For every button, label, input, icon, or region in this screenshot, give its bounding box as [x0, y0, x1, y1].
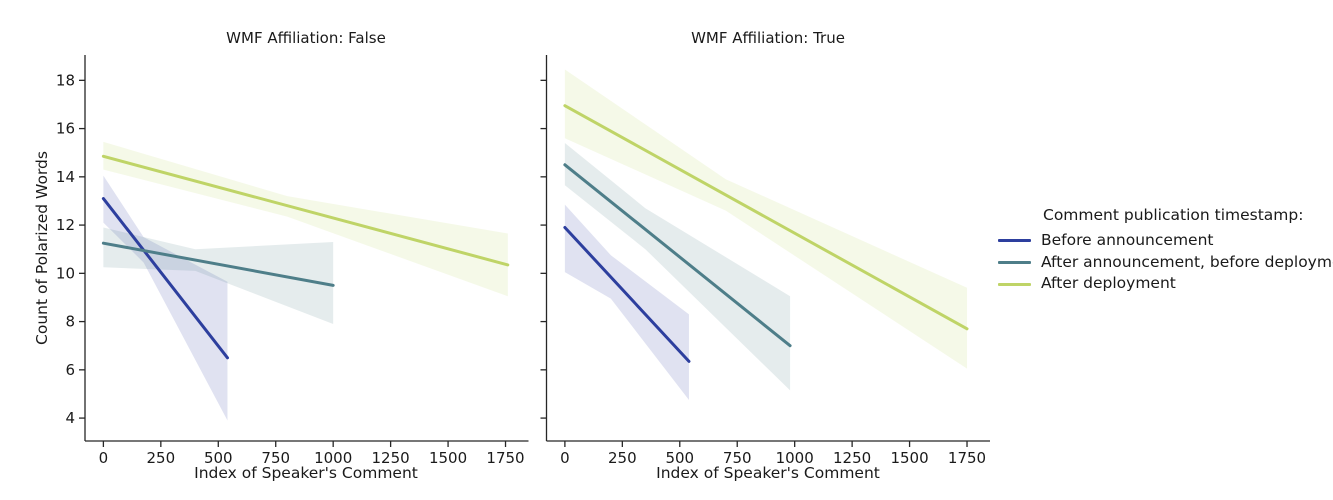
y-tick-label: 14 — [56, 168, 75, 186]
x-tick-label: 1750 — [948, 449, 986, 467]
x-tick-label: 1000 — [314, 449, 352, 467]
legend-swatch-teal-line — [998, 260, 1031, 264]
ci-band — [103, 141, 508, 297]
legend-entry-before-announcement: Before announcement — [998, 230, 1333, 252]
legend-label: After announcement, before deployment — [1041, 252, 1333, 271]
legend-swatch-blue-line — [998, 239, 1031, 243]
regression-line — [101, 154, 510, 267]
y-tick-label: 12 — [56, 216, 75, 234]
x-tick-label: 750 — [261, 449, 290, 467]
regression-line — [101, 197, 229, 360]
y-tick-label: 16 — [56, 120, 75, 138]
x-tick-label: 0 — [560, 449, 570, 467]
y-tick-label: 8 — [65, 313, 75, 331]
x-tick-label: 250 — [608, 449, 637, 467]
x-tick-label: 750 — [723, 449, 752, 467]
legend-entry-after-deployment: After deployment — [998, 273, 1333, 295]
y-tick-label: 18 — [56, 71, 75, 89]
ci-band — [564, 204, 689, 400]
ci-band — [564, 69, 968, 369]
y-tick-label: 4 — [65, 409, 75, 427]
facet-title-true: WMF Affiliation: True — [691, 29, 845, 47]
facet-title-false: WMF Affiliation: False — [226, 29, 386, 47]
legend-label: After deployment — [1041, 274, 1176, 293]
x-tick-label: 500 — [665, 449, 694, 467]
y-tick-label: 6 — [65, 361, 75, 379]
x-tick-label: 250 — [147, 449, 176, 467]
x-tick-label: 1750 — [486, 449, 524, 467]
x-tick-label: 1250 — [372, 449, 410, 467]
x-axis-label-right: Index of Speaker's Comment — [656, 464, 880, 482]
x-tick-label: 1500 — [429, 449, 467, 467]
ci-band — [103, 227, 334, 324]
legend-swatch-green-line — [998, 282, 1031, 286]
x-tick-label: 0 — [99, 449, 109, 467]
regression-line — [563, 163, 792, 348]
regression-line — [563, 104, 969, 331]
x-tick-label: 1250 — [833, 449, 871, 467]
x-axis-label-left: Index of Speaker's Comment — [194, 464, 418, 482]
x-tick-label: 500 — [204, 449, 233, 467]
ci-band — [564, 143, 791, 391]
regression-line — [563, 225, 691, 363]
ci-band — [103, 175, 228, 421]
legend-title: Comment publication timestamp: — [1043, 206, 1304, 224]
legend-label: Before announcement — [1041, 230, 1214, 249]
y-axis-label: Count of Polarized Words — [33, 151, 51, 345]
x-tick-label: 1500 — [890, 449, 928, 467]
x-tick-label: 1000 — [776, 449, 814, 467]
y-tick-label: 10 — [56, 264, 75, 282]
legend: Comment publication timestamp: Before an… — [998, 205, 1333, 295]
regression-line — [101, 241, 335, 287]
legend-entry-after-announcement: After announcement, before deployment — [998, 252, 1333, 274]
